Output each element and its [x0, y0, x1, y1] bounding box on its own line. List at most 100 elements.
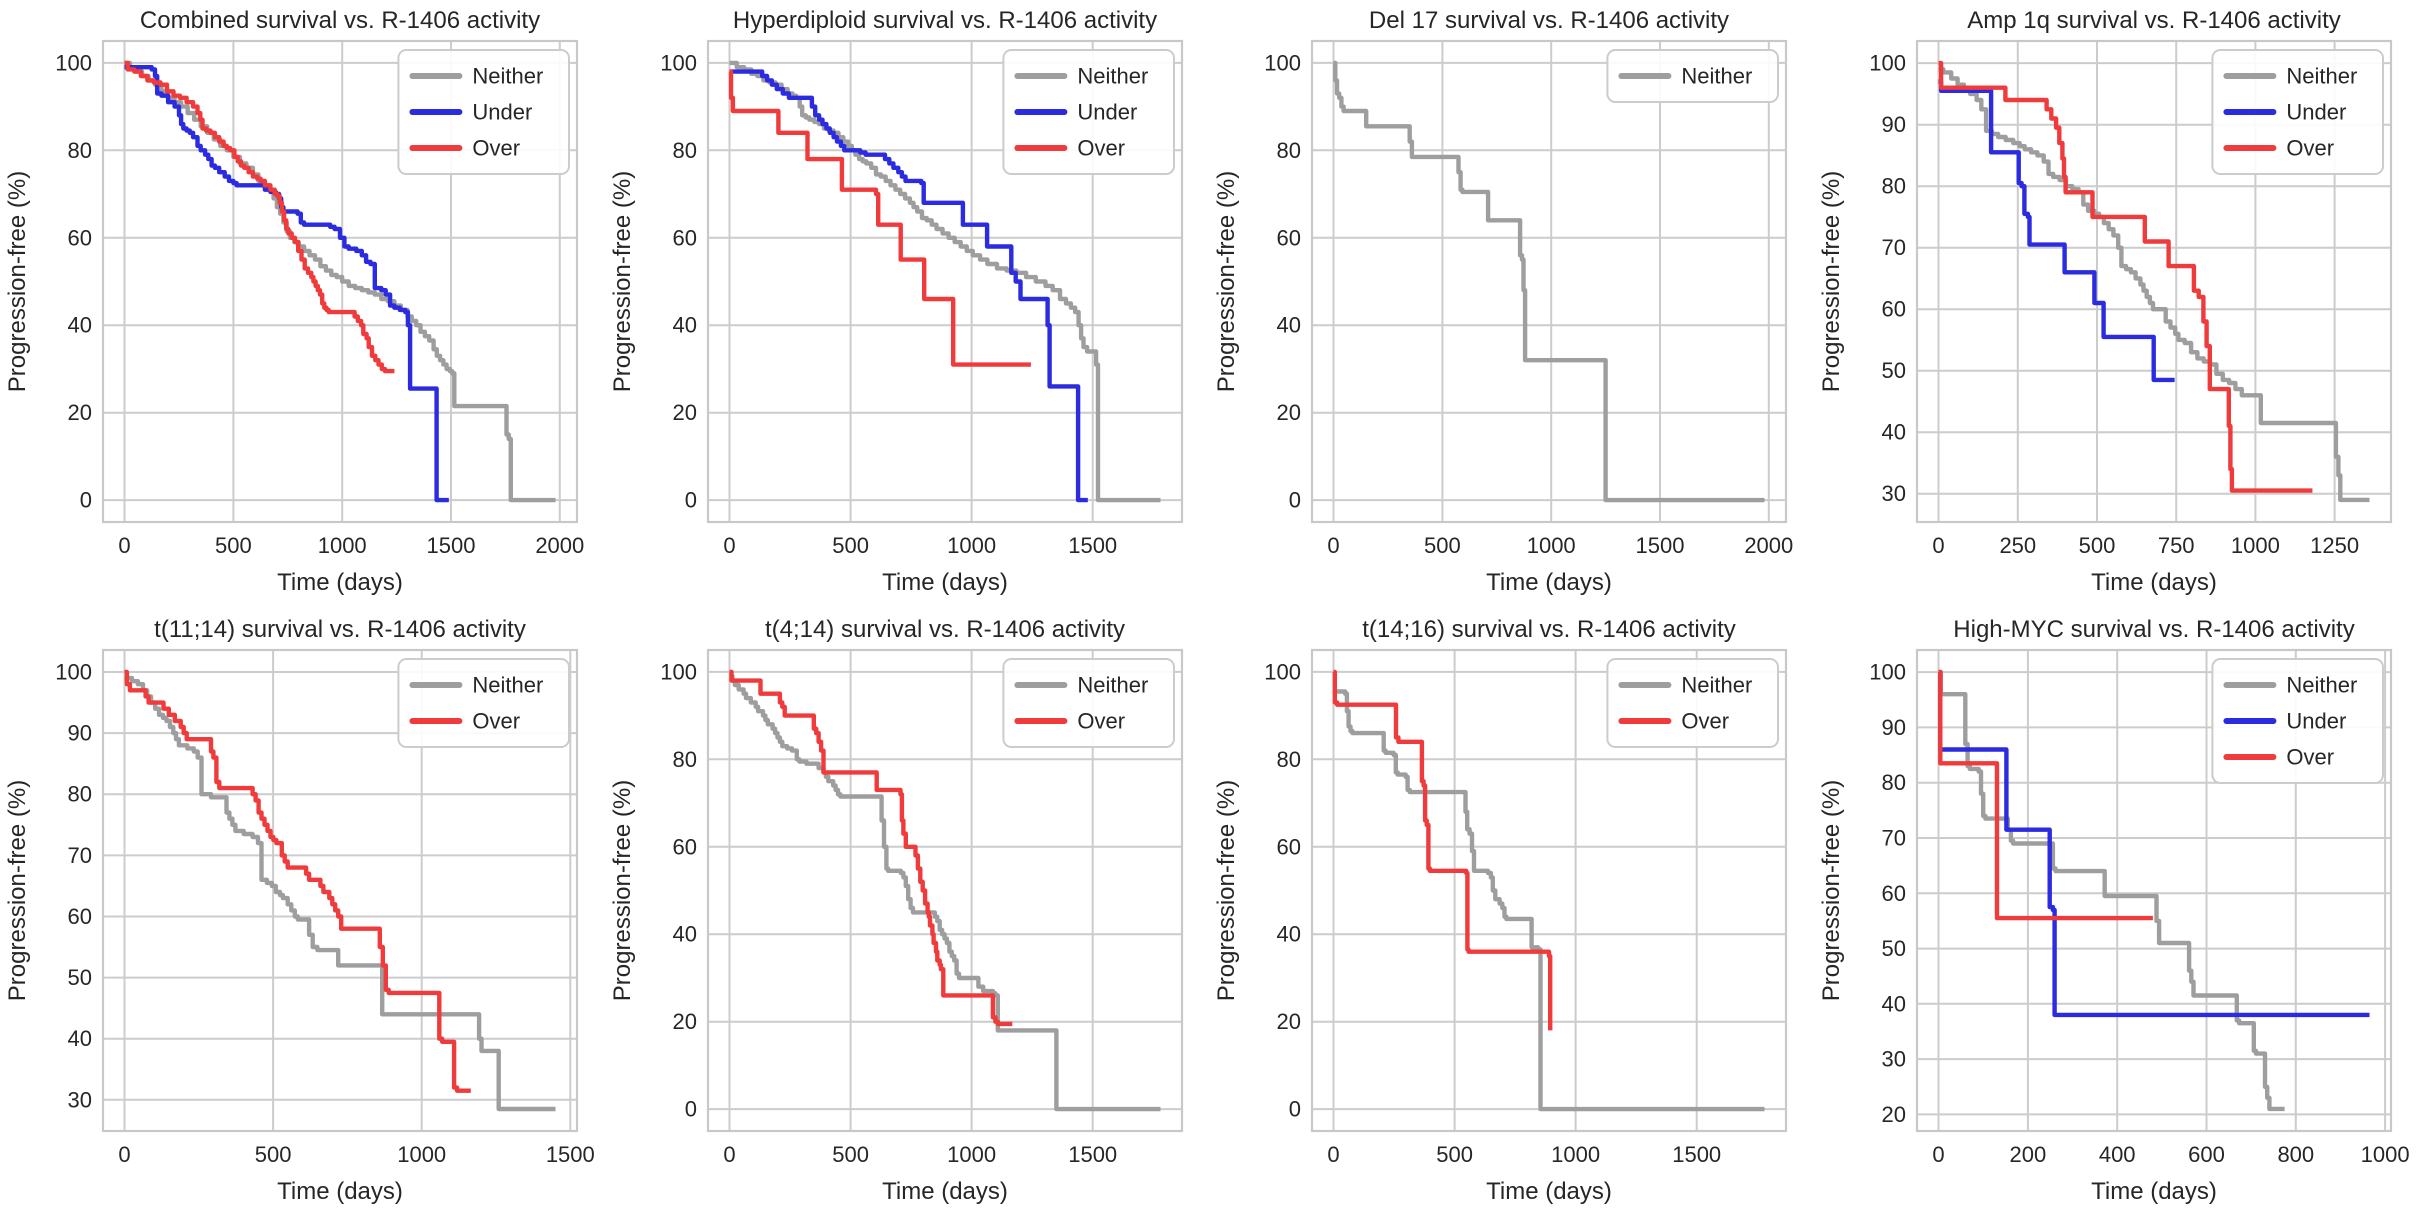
legend-label-over: Over	[2286, 745, 2334, 770]
x-tick-label: 1000	[1527, 533, 1576, 558]
legend-label-over: Over	[1077, 136, 1125, 161]
km-curve-neither	[124, 60, 556, 503]
km-curve-over	[124, 60, 395, 374]
x-tick-label: 1500	[1636, 533, 1685, 558]
axes-spine	[1310, 39, 1788, 524]
y-tick-label: 90	[68, 721, 92, 746]
y-tick-label: 50	[1881, 936, 1905, 961]
km-curve-neither	[1333, 689, 1765, 1112]
subplot-title: t(4;14) survival vs. R-1406 activity	[764, 616, 1124, 643]
legend-label-under: Under	[472, 100, 532, 125]
x-tick-label: 750	[2157, 533, 2194, 558]
x-tick-label: 0	[118, 533, 130, 558]
x-tick-label: 1000	[2360, 1142, 2409, 1167]
y-tick-label: 80	[68, 138, 92, 163]
y-axis-label: Progression-free (%)	[1213, 780, 1240, 1001]
x-axis-label: Time (days)	[2091, 569, 2217, 596]
legend-label-over: Over	[472, 136, 520, 161]
axes-spine	[101, 39, 579, 524]
y-tick-label: 60	[672, 834, 696, 859]
x-tick-label: 1250	[2310, 533, 2359, 558]
y-tick-label: 40	[1881, 420, 1905, 445]
legend: Neither Under Over	[1001, 49, 1175, 175]
x-tick-label: 1000	[318, 533, 367, 558]
subplot-title: Del 17 survival vs. R-1406 activity	[1369, 7, 1729, 34]
y-tick-label: 0	[1289, 488, 1301, 513]
legend-label-over: Over	[472, 709, 520, 734]
x-tick-label: 500	[215, 533, 252, 558]
legend: Neither Under Over	[2210, 49, 2384, 175]
legend-label-neither: Neither	[472, 64, 543, 89]
km-curve-neither	[1938, 67, 2369, 503]
x-tick-label: 500	[2078, 533, 2115, 558]
legend: Neither Over	[1001, 658, 1175, 748]
y-axis-label: Progression-free (%)	[609, 171, 636, 392]
x-tick-label: 500	[255, 1142, 292, 1167]
subplot-hyperdiploid: 0 500 1000 1500 0 20 40 60 80 100 Hyperdiploid sur…	[605, 0, 1210, 609]
y-tick-label: 60	[672, 225, 696, 250]
y-tick-label: 100	[660, 659, 697, 684]
y-tick-label: 40	[672, 922, 696, 947]
axes-spine	[1915, 39, 2392, 524]
x-tick-label: 0	[1327, 533, 1339, 558]
y-tick-label: 80	[1277, 138, 1301, 163]
y-tick-label: 40	[68, 313, 92, 338]
subplot-t11-14: 0 500 1000 1500 30 40 50 60 70 80 90 100 t(11;14) su…	[0, 609, 605, 1218]
y-tick-label: 40	[68, 1026, 92, 1051]
legend-label-neither: Neither	[472, 673, 543, 698]
x-axis-label: Time (days)	[277, 569, 403, 596]
km-curve-neither	[1938, 669, 2285, 1112]
km-curve-over	[1938, 60, 2312, 493]
y-tick-label: 80	[1881, 174, 1905, 199]
legend-box	[2210, 49, 2384, 175]
x-tick-label: 2000	[535, 533, 584, 558]
km-curve-over	[1332, 669, 1553, 1031]
y-tick-label: 100	[1264, 659, 1301, 684]
y-tick-label: 20	[68, 400, 92, 425]
chart-canvas: 0 250 500 750 1000 1250 30 40 50 60 70 80 90 100 Amp 1…	[1818, 7, 2392, 596]
legend-label-under: Under	[2286, 709, 2346, 734]
axes-spine	[101, 648, 579, 1133]
km-curve-over	[1937, 669, 2153, 921]
legend-label-neither: Neither	[1681, 64, 1752, 89]
chart-canvas: 0 500 1000 1500 0 20 40 60 80 100 t(4;14) survival…	[609, 616, 1183, 1205]
x-axis-label: Time (days)	[1486, 569, 1612, 596]
x-tick-label: 1500	[1068, 1142, 1117, 1167]
y-tick-label: 100	[1869, 51, 1906, 76]
x-tick-label: 0	[1327, 1142, 1339, 1167]
legend-label-under: Under	[2286, 100, 2346, 125]
y-tick-label: 60	[1277, 225, 1301, 250]
x-tick-label: 2000	[1744, 533, 1793, 558]
x-tick-label: 0	[1932, 1142, 1944, 1167]
y-tick-label: 60	[68, 904, 92, 929]
x-tick-label: 1000	[1551, 1142, 1600, 1167]
y-tick-label: 60	[1277, 834, 1301, 859]
y-tick-label: 80	[672, 747, 696, 772]
x-tick-label: 1500	[546, 1142, 595, 1167]
legend-box	[397, 49, 570, 175]
y-axis-label: Progression-free (%)	[4, 780, 31, 1001]
y-tick-label: 0	[80, 488, 92, 513]
subplot-title: Hyperdiploid survival vs. R-1406 activit…	[732, 7, 1156, 34]
y-tick-label: 30	[1881, 1047, 1905, 1072]
x-axis-label: Time (days)	[1486, 1178, 1612, 1205]
km-curve-neither	[124, 675, 556, 1112]
subplot-title: t(14;16) survival vs. R-1406 activity	[1362, 616, 1735, 643]
y-tick-label: 50	[1881, 358, 1905, 383]
y-tick-label: 100	[55, 50, 92, 75]
x-tick-label: 500	[1436, 1142, 1473, 1167]
x-axis-label: Time (days)	[2091, 1178, 2217, 1205]
x-tick-label: 0	[118, 1142, 130, 1167]
subplot-title: t(11;14) survival vs. R-1406 activity	[154, 616, 526, 643]
y-axis-label: Progression-free (%)	[1818, 780, 1845, 1001]
y-tick-label: 70	[1881, 235, 1905, 260]
y-tick-label: 70	[68, 843, 92, 868]
y-tick-label: 100	[55, 660, 92, 685]
chart-canvas: 0 500 1000 1500 0 20 40 60 80 100 t(14;16) surviva…	[1213, 616, 1788, 1205]
y-tick-label: 80	[1881, 770, 1905, 795]
chart-canvas: 0 500 1000 1500 0 20 40 60 80 100 Hyperdiploid sur…	[609, 7, 1183, 596]
y-tick-label: 60	[1881, 881, 1905, 906]
y-tick-label: 20	[672, 1009, 696, 1034]
y-tick-label: 80	[1277, 747, 1301, 772]
